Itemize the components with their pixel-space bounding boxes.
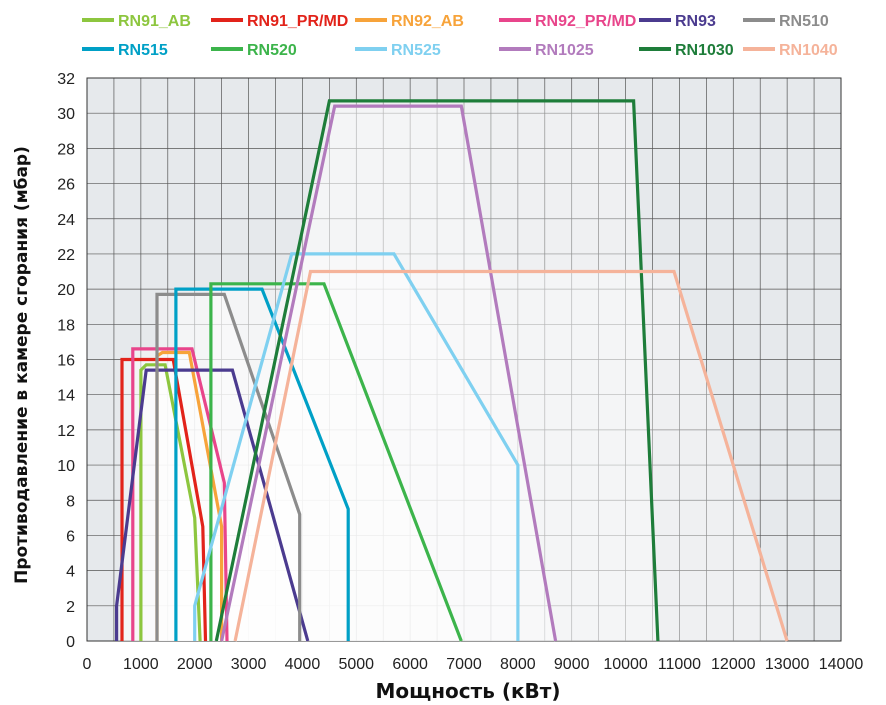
legend-label: RN520 [247,42,297,59]
series-line [220,104,558,642]
y-tick-label: 4 [66,564,75,581]
x-tick-label: 1000 [123,656,159,673]
x-axis-ticks: 0 1000 2000 3000 4000 5000 6000 7000 8000 9000 100… [83,656,864,673]
y-tick-label: 20 [57,282,75,299]
legend-label: RN92_AB [391,13,464,30]
x-tick-label: 14000 [819,656,864,673]
x-tick-label: 4000 [285,656,321,673]
y-tick-label: 18 [57,317,75,334]
y-tick-label: 6 [66,528,75,545]
plot-frame [86,77,842,642]
legend: RN91_AB RN91_PR/MD RN92_AB RN92_PR/MD RN93 RN… [82,13,838,59]
y-tick-label: 32 [57,71,75,88]
series-area [221,106,556,642]
legend-label: RN91_AB [118,13,191,30]
x-tick-label: 11000 [658,656,701,673]
legend-label: RN1040 [779,42,838,59]
legend-label: RN1025 [535,42,594,59]
x-tick-label: 2000 [177,656,213,673]
series-area [157,294,300,641]
y-tick-label: 26 [57,177,75,194]
x-tick-label: 9000 [554,656,590,673]
series-line [120,357,208,642]
series-area [216,100,658,641]
legend-label: RN91_PR/MD [247,13,348,30]
series-lines [114,99,789,642]
series-line [114,368,310,642]
y-tick-label: 10 [57,458,75,475]
x-tick-label: 8000 [500,656,536,673]
x-tick-label: 10000 [603,656,648,673]
x-tick-label: 6000 [392,656,428,673]
y-tick-label: 24 [57,212,75,229]
y-tick-label: 16 [57,353,75,370]
legend-label: RN1030 [675,42,734,59]
series-line [209,282,463,642]
series-line [155,292,302,641]
x-tick-label: 7000 [446,656,482,673]
x-axis-label: Мощность (кВт) [375,679,560,703]
y-tick-label: 2 [66,599,75,616]
y-tick-label: 0 [66,634,75,651]
y-tick-label: 12 [57,423,75,440]
y-tick-label: 22 [57,247,75,264]
x-tick-label: 5000 [338,656,374,673]
legend-label: RN93 [675,13,716,30]
series-line [131,347,229,642]
x-tick-label: 0 [83,656,92,673]
series-line [214,99,660,642]
legend-label: RN515 [118,42,168,59]
series-line [174,287,350,641]
series-area [175,289,349,641]
y-tick-label: 28 [57,141,75,158]
y-tick-label: 8 [66,493,75,510]
series-line [233,269,789,642]
legend-label: RN92_PR/MD [535,13,636,30]
y-tick-label: 14 [57,388,75,405]
y-tick-label: 30 [57,106,75,123]
x-tick-label: 13000 [765,656,810,673]
legend-label: RN525 [391,42,441,59]
x-tick-label: 12000 [711,656,756,673]
x-tick-label: 3000 [231,656,267,673]
y-axis-label: Противодавление в камере сгорания (мбар) [12,146,32,584]
legend-label: RN510 [779,13,829,30]
series-line [193,252,520,641]
